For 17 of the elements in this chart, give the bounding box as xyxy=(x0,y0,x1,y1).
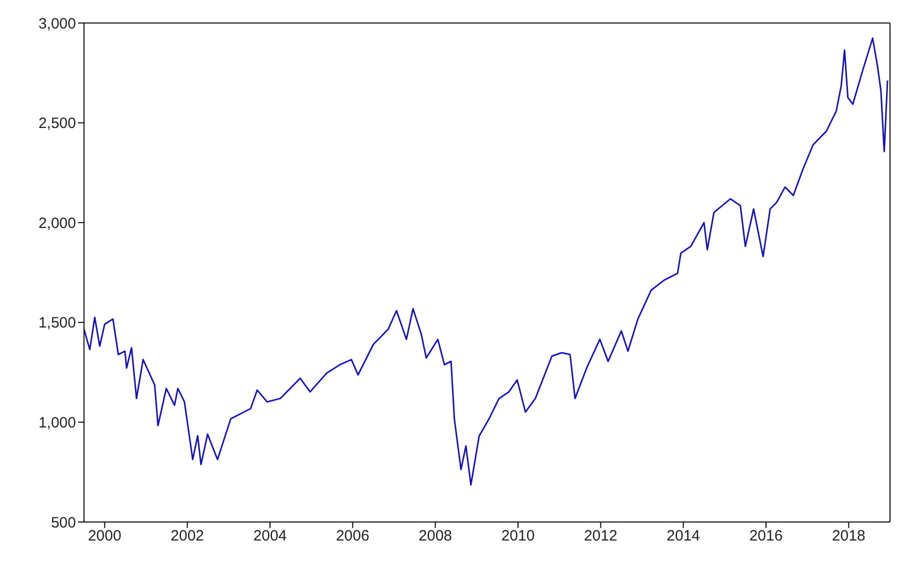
y-tick-label: 3,000 xyxy=(38,15,76,32)
x-tick-label: 2012 xyxy=(584,528,618,545)
x-tick-label: 2006 xyxy=(336,528,370,545)
y-tick-label: 500 xyxy=(50,514,76,532)
x-tick-label: 2010 xyxy=(501,528,535,545)
y-tick-label: 2,000 xyxy=(38,214,76,232)
y-tick-label: 1,500 xyxy=(38,314,76,332)
x-tick-label: 2004 xyxy=(253,528,287,545)
x-tick-label: 2014 xyxy=(666,528,700,545)
line-series xyxy=(84,37,888,486)
y-tick-label: 1,000 xyxy=(38,414,76,432)
x-tick-label: 2016 xyxy=(749,528,783,545)
x-tick-label: 2008 xyxy=(418,528,452,545)
y-tick-label: 2,500 xyxy=(38,115,76,132)
x-tick-label: 2002 xyxy=(170,528,204,545)
x-tick-label: 2000 xyxy=(88,528,122,545)
x-tick-label: 2018 xyxy=(832,528,866,545)
